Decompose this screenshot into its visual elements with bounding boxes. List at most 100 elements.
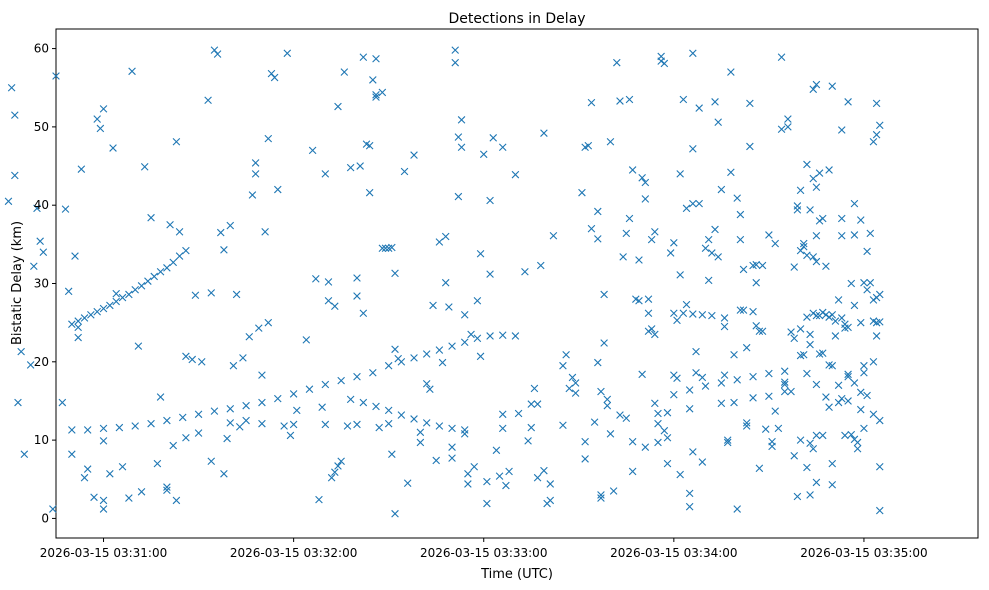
track-marker	[844, 372, 852, 381]
scatter-marker	[746, 99, 754, 108]
scatter-marker	[90, 493, 98, 502]
scatter-marker	[755, 464, 764, 473]
scatter-marker	[125, 494, 133, 502]
scatter-marker	[689, 199, 697, 208]
track-marker	[106, 301, 114, 310]
scatter-marker	[4, 197, 13, 206]
scatter-marker	[847, 279, 856, 288]
scatter-marker	[860, 361, 868, 370]
scatter-marker	[140, 163, 149, 171]
scatter-marker	[464, 469, 472, 478]
scatter-marker	[273, 185, 282, 194]
scatter-marker	[476, 352, 485, 361]
scatter-marker	[860, 424, 868, 433]
scatter-marker	[204, 96, 212, 105]
scatter-marker	[647, 235, 656, 244]
scatter-marker	[723, 436, 732, 444]
scatter-marker	[17, 347, 25, 356]
scatter-marker	[625, 214, 634, 223]
scatter-marker	[20, 450, 29, 458]
scatter-marker	[324, 278, 333, 286]
scatter-marker	[746, 142, 754, 151]
track-marker	[622, 414, 631, 422]
scatter-marker	[52, 72, 60, 80]
scatter-marker	[30, 262, 38, 271]
track-marker	[83, 426, 92, 434]
chart-title: Detections in Delay	[448, 11, 585, 27]
scatter-marker	[74, 323, 82, 332]
scatter-marker	[644, 327, 653, 336]
scatter-marker	[153, 459, 162, 468]
scatter-marker	[229, 361, 238, 370]
scatter-marker	[451, 58, 460, 67]
scatter-marker	[394, 354, 402, 363]
scatter-marker	[606, 137, 615, 146]
scatter-marker	[106, 469, 114, 478]
scatter-marker	[812, 183, 821, 191]
scatter-marker	[321, 170, 330, 178]
track-marker	[359, 398, 368, 407]
scatter-marker	[812, 311, 821, 320]
scatter-marker	[495, 472, 504, 480]
scatter-marker	[860, 278, 868, 287]
scatter-marker	[597, 387, 605, 396]
track-marker	[422, 419, 431, 427]
scatter-marker	[663, 433, 672, 442]
scatter-marker	[622, 229, 631, 238]
scatter-marker	[457, 116, 466, 124]
scatter-marker	[175, 228, 184, 236]
scatter-marker	[438, 358, 447, 367]
scatter-marker	[695, 104, 703, 112]
track-marker	[422, 350, 431, 358]
scatter-marker	[334, 462, 342, 470]
scatter-marker	[429, 301, 437, 310]
scatter-marker	[182, 352, 190, 361]
scatter-marker	[594, 235, 602, 243]
track-marker	[384, 419, 393, 428]
scatter-marker	[875, 318, 884, 326]
scatter-marker	[118, 462, 127, 471]
track-marker	[144, 277, 152, 285]
track-marker	[498, 331, 507, 339]
scatter-marker	[742, 422, 751, 430]
scatter-marker	[799, 239, 808, 248]
track-marker	[74, 317, 82, 325]
track-marker	[305, 385, 314, 394]
scatter-marker	[828, 82, 837, 90]
scatter-marker	[866, 278, 875, 287]
scatter-marker	[717, 185, 726, 194]
scatter-marker	[834, 381, 843, 390]
scatter-marker	[372, 90, 380, 99]
scatter-marker	[61, 205, 70, 213]
scatter-marker	[381, 244, 390, 253]
scatter-marker	[365, 141, 374, 150]
track-marker	[689, 310, 697, 318]
scatter-marker	[578, 188, 586, 197]
track-marker	[372, 402, 380, 411]
track-marker	[486, 332, 494, 340]
scatter-marker	[182, 433, 190, 442]
scatter-marker	[856, 388, 865, 397]
scatter-marker	[486, 270, 494, 278]
scatter-marker	[806, 439, 814, 448]
scatter-marker	[685, 489, 694, 498]
scatter-marker	[837, 214, 846, 223]
scatter-marker	[641, 178, 650, 187]
scatter-marker	[318, 403, 326, 412]
scatter-marker	[112, 289, 120, 298]
scatter-marker	[803, 463, 811, 472]
scatter-marker	[64, 287, 73, 296]
scatter-marker	[809, 444, 818, 453]
scatter-marker	[58, 398, 67, 407]
scatter-marker	[689, 145, 697, 153]
scatter-marker	[711, 225, 719, 234]
scatter-marker	[875, 506, 884, 515]
scatter-marker	[739, 265, 748, 274]
scatter-marker	[736, 235, 745, 244]
scatter-marker	[774, 424, 783, 433]
track-marker	[448, 342, 456, 350]
scatter-marker	[49, 505, 57, 513]
scatter-marker	[654, 438, 662, 447]
track-marker	[410, 354, 418, 362]
scatter-marker	[742, 419, 751, 427]
